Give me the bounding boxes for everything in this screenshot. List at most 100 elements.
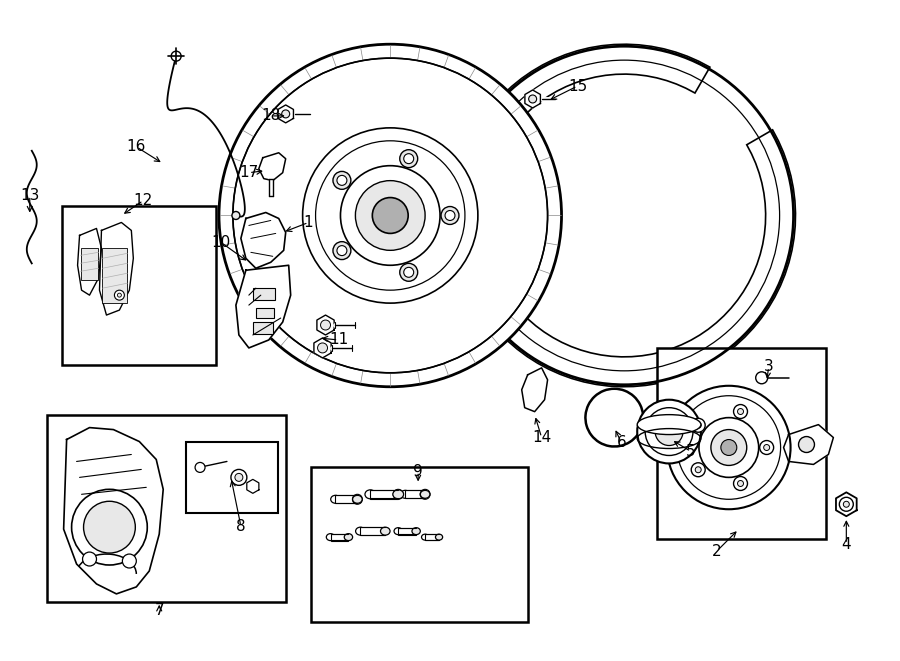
Circle shape [337,175,347,185]
Circle shape [235,473,243,481]
Bar [425,534,439,540]
Bar [405,490,425,498]
Text: 7: 7 [155,603,164,618]
Bar [398,528,416,535]
Circle shape [171,51,181,61]
Bar [47,414,285,602]
Circle shape [734,477,748,490]
Circle shape [843,501,850,507]
Circle shape [695,422,701,428]
Circle shape [318,343,328,353]
Circle shape [695,467,701,473]
Circle shape [699,418,759,477]
Circle shape [639,422,645,428]
Text: 10: 10 [212,235,230,250]
Polygon shape [77,229,102,295]
Ellipse shape [344,533,353,541]
Circle shape [404,267,414,277]
Text: 3: 3 [764,360,773,374]
Bar [103,249,128,303]
Text: 4: 4 [842,537,851,551]
Polygon shape [317,315,334,335]
Circle shape [400,149,418,168]
Text: 8: 8 [236,519,246,533]
Text: 13: 13 [20,188,40,203]
Circle shape [528,95,536,103]
Circle shape [233,58,547,373]
Text: 14: 14 [532,430,551,445]
Circle shape [340,166,440,265]
Ellipse shape [394,527,402,535]
Circle shape [320,320,330,330]
Bar [360,527,385,535]
Circle shape [83,552,96,566]
Circle shape [316,141,465,290]
Ellipse shape [353,495,362,503]
Circle shape [420,489,430,499]
Polygon shape [241,212,285,268]
Ellipse shape [381,527,390,535]
Circle shape [445,210,455,221]
Circle shape [667,386,790,509]
Circle shape [637,400,701,463]
Circle shape [373,198,409,233]
Circle shape [691,463,706,477]
Circle shape [404,154,414,164]
Bar [336,495,357,503]
Circle shape [356,180,425,251]
Bar [256,308,274,318]
Circle shape [737,481,743,486]
Text: 1: 1 [304,215,313,230]
Bar [186,442,278,513]
Circle shape [333,171,351,189]
Circle shape [282,110,290,118]
Circle shape [798,436,814,453]
Circle shape [393,489,403,499]
Text: 18: 18 [261,108,281,124]
Circle shape [231,469,247,485]
Polygon shape [525,90,540,108]
Circle shape [764,444,770,451]
Circle shape [734,405,748,418]
Bar [81,249,98,280]
Circle shape [72,489,148,565]
Polygon shape [784,424,833,465]
Circle shape [756,372,768,384]
Ellipse shape [327,533,335,541]
Ellipse shape [392,490,403,499]
Circle shape [122,554,136,568]
Polygon shape [100,223,133,315]
Polygon shape [278,105,293,123]
Polygon shape [453,44,796,387]
Circle shape [655,418,683,446]
Polygon shape [522,368,547,412]
Bar [330,534,348,541]
Circle shape [645,408,693,455]
Circle shape [441,206,459,225]
Polygon shape [236,265,291,348]
Circle shape [84,501,135,553]
Text: 11: 11 [328,332,348,348]
Circle shape [840,497,853,511]
Bar [657,348,826,539]
Polygon shape [247,479,259,493]
Polygon shape [836,492,857,516]
Circle shape [400,263,418,282]
Ellipse shape [365,490,375,499]
Ellipse shape [420,490,430,498]
Polygon shape [314,338,331,358]
Circle shape [219,44,562,387]
Polygon shape [64,428,163,594]
Circle shape [721,440,737,455]
Ellipse shape [330,495,340,503]
Circle shape [114,290,124,300]
Bar [253,322,273,334]
Ellipse shape [400,490,410,498]
Text: 5: 5 [686,444,696,459]
Circle shape [337,246,347,256]
Bar [310,467,527,622]
Bar [370,490,398,499]
Circle shape [117,293,122,297]
Circle shape [353,494,363,504]
Circle shape [691,418,706,432]
